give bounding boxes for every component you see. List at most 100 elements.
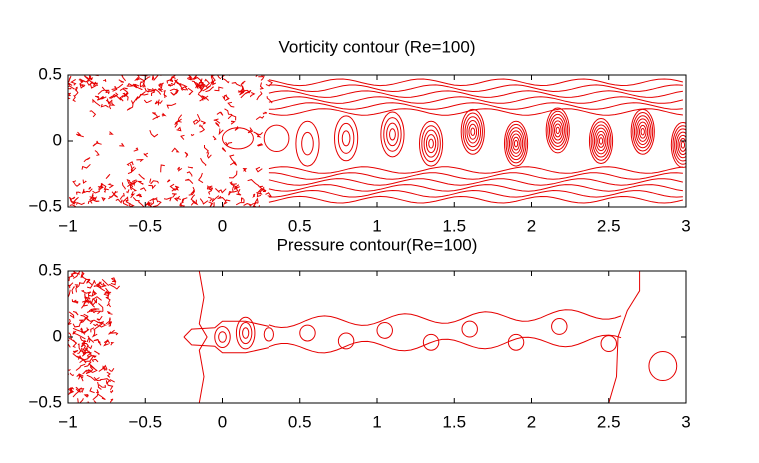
contour-line [72,330,77,335]
contour-line [143,99,152,104]
contour-line [242,327,250,339]
contour-line [72,94,76,103]
contour-line [138,201,145,207]
contour-line [96,391,99,394]
contour-line [268,195,684,204]
contour-line [208,201,214,207]
contour-line [69,388,75,394]
contour-line [68,338,78,344]
contour-line [127,83,134,87]
contour-line [100,378,111,382]
contour-line [259,82,264,90]
contour-line [103,339,111,344]
contour-line [86,374,100,382]
contour-line [132,96,139,105]
contour-line [171,186,179,192]
contour-line [190,194,196,203]
contour-line [70,272,81,278]
contour-line [507,333,525,351]
contour-line [187,87,194,96]
contour-line [149,130,159,138]
contour-line [191,80,199,89]
contour-line [199,124,203,127]
contour-line [91,329,98,338]
contour-line [199,84,205,89]
contour-line [76,398,84,403]
contour-line [97,341,102,346]
contour-line [268,84,683,93]
contour-line [547,110,569,151]
contour-line [97,381,102,390]
contour-line [337,122,355,154]
contour-line [268,334,622,354]
contour-line [138,93,149,99]
contour-line [635,118,650,146]
contour-line [108,368,115,372]
contour-line [211,195,220,203]
contour-line [130,186,138,192]
contour-line [106,371,111,378]
contour-line [199,198,209,205]
contour-line [183,320,270,338]
contour-line [204,145,209,154]
contour-line [80,348,89,354]
contour-line [255,133,262,138]
contour-line [380,111,405,158]
x-tick-label: −1 [58,216,77,235]
contour-line [260,75,265,81]
contour-line [588,118,614,164]
x-tick-label: 2.5 [597,216,621,235]
contour-line [210,75,214,83]
contour-line [206,152,212,159]
contour-line [389,128,396,141]
contour-line [590,121,612,161]
contour-line [152,75,159,82]
contour-line [187,166,193,169]
contour-line [234,126,239,131]
contour-line [68,369,72,375]
contour-line [90,83,97,89]
contour-line [252,193,256,199]
contour-line [216,111,224,116]
contour-line [268,96,684,104]
contour-line [86,298,94,305]
contour-line [249,202,257,207]
x-tick-label: −0.5 [128,216,162,235]
contour-line [224,95,230,102]
contour-line [144,201,152,207]
contour-line [109,398,114,403]
contour-line [119,142,125,147]
contour-line [92,389,99,401]
contour-line [119,87,128,92]
x-tick-label: 0.5 [288,412,312,431]
contour-line [679,138,686,152]
contour-line [127,183,132,191]
contour-line [110,389,114,394]
contour-line [68,387,73,390]
contour-line [82,355,92,364]
contour-line [170,78,179,86]
contour-line [190,200,196,206]
contour-line [383,117,402,152]
contour-line [184,151,189,158]
contour-line [256,91,263,101]
axes-box [67,74,687,208]
contour-line [169,88,179,95]
contour-line [111,83,124,90]
contour-line [82,300,89,307]
contour-line [93,281,102,287]
contour-line [140,187,147,192]
contour-line [68,94,71,100]
contour-line [231,82,242,87]
contour-line [149,198,159,203]
contour-line [97,86,106,95]
contour-line [468,123,478,140]
y-tick-label: −0.5 [28,392,62,411]
contour-line [98,95,107,100]
contour-line [551,318,568,335]
contour-line [68,311,75,319]
contour-line [85,296,90,304]
contour-line [85,366,94,375]
contour-line [177,166,183,172]
